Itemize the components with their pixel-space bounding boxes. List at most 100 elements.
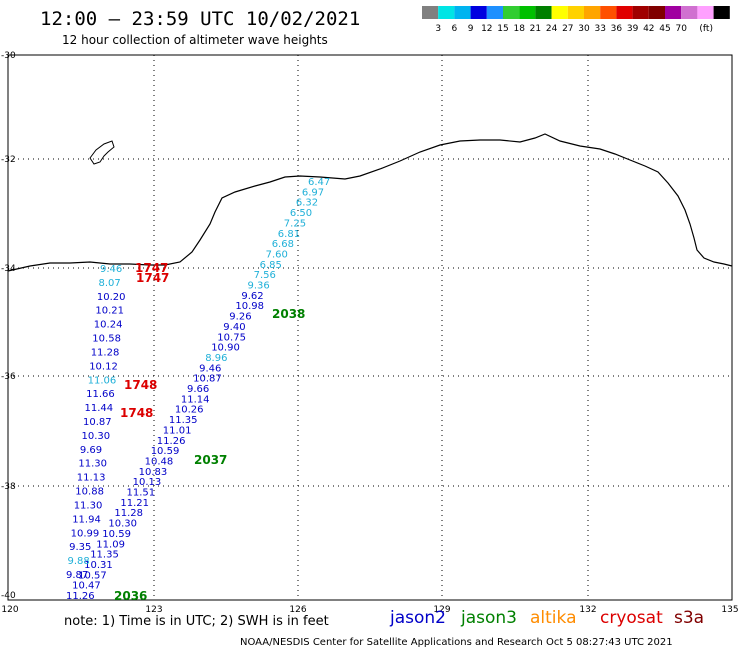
wave-height-value: 6.85 [260, 260, 282, 271]
wave-height-value: 11.09 [96, 539, 125, 550]
lat-label-32: -32 [1, 155, 16, 165]
wave-height-value: 11.13 [77, 473, 106, 484]
wave-height-value: 11.14 [181, 394, 210, 405]
coastline [7, 133, 733, 272]
wave-height-value: 11.44 [85, 403, 114, 414]
wave-height-value: 10.58 [92, 334, 121, 345]
legend-jason3: jason3 [460, 608, 517, 628]
lat-label-38: -38 [1, 482, 16, 492]
wave-height-value: 10.90 [211, 343, 240, 354]
wave-height-value: 9.66 [187, 384, 209, 395]
island-outline [89, 140, 115, 165]
units-note: note: 1) Time is in UTC; 2) SWH is in fe… [64, 614, 329, 629]
wave-height-value: 10.30 [108, 519, 137, 530]
lat-label-34: -34 [1, 264, 16, 274]
wave-height-value: 10.59 [151, 446, 180, 457]
colorbar-swatch [438, 6, 455, 19]
wave-height-value: 9.35 [69, 542, 91, 553]
wave-height-value: 11.94 [72, 514, 101, 525]
colorbar-swatch [422, 6, 439, 19]
colorbar-tick-label: 42 [643, 24, 654, 34]
colorbar-tick-label: 30 [578, 24, 590, 34]
map-frame [7, 54, 733, 601]
wave-height-value: 8.96 [205, 353, 227, 364]
wave-height-value: 11.51 [127, 488, 156, 499]
lon-label-126: 126 [289, 605, 306, 615]
time-label: 2038 [272, 307, 305, 321]
wave-height-value: 10.21 [95, 306, 124, 317]
colorbar-swatch [503, 6, 520, 19]
lat-label-40: -40 [1, 591, 16, 601]
colorbar-ticks: 3 6 9 12 15 18 21 24 27 30 33 36 39 42 45 70 (ft) [435, 24, 713, 34]
colorbar-tick-label: 3 [435, 24, 441, 34]
wave-height-value: 11.35 [90, 550, 119, 561]
footer-credit: NOAA/NESDIS Center for Satellite Applica… [240, 637, 673, 648]
wave-height-value: 9.46 [100, 264, 122, 275]
wave-height-value: 11.21 [120, 498, 149, 509]
wave-height-value: 10.98 [235, 301, 264, 312]
wave-height-value: 7.25 [284, 218, 306, 229]
time-label: 1747 [135, 261, 168, 275]
wave-height-value: 10.88 [75, 487, 104, 498]
wave-height-value: 9.26 [229, 312, 251, 323]
wave-height-value: 10.83 [139, 467, 168, 478]
lon-label-120: 120 [1, 605, 18, 615]
lon-label-132: 132 [579, 605, 596, 615]
time-label: 2036 [114, 589, 147, 603]
wave-height-value: 10.47 [72, 581, 101, 592]
wave-height-value: 6.68 [272, 239, 294, 250]
colorbar-tick-label: 24 [546, 24, 558, 34]
time-label: 1747 [136, 271, 169, 285]
colorbar-swatch [713, 6, 730, 19]
wave-height-value: 9.87 [66, 570, 88, 581]
colorbar-swatch [648, 6, 665, 19]
wave-height-value: 11.28 [114, 508, 143, 519]
wave-height-value: 9.88 [68, 556, 90, 567]
colorbar-tick-label: 45 [659, 24, 670, 34]
wave-height-value: 9.69 [80, 445, 102, 456]
wave-height-value: 10.20 [97, 292, 126, 303]
colorbar-swatch [470, 6, 487, 19]
lon-label-129: 129 [433, 605, 450, 615]
latitude-labels: -30 -32 -34 -36 -38 -40 [1, 51, 16, 601]
wave-height-value: 7.56 [254, 270, 276, 281]
legend-s3a: s3a [674, 608, 704, 628]
wave-height-value: 10.12 [89, 361, 118, 372]
colorbar-tick-label: 9 [468, 24, 474, 34]
colorbar-tick-label: 21 [530, 24, 541, 34]
wave-height-value: 6.81 [278, 229, 300, 240]
wave-height-value: 11.30 [78, 459, 107, 470]
wave-height-value: 10.31 [84, 560, 113, 571]
wave-height-value: 10.30 [82, 431, 111, 442]
colorbar-swatch [519, 6, 536, 19]
map-title: 12:00 – 23:59 UTC 10/02/2021 [40, 8, 360, 30]
colorbar-swatch [600, 6, 617, 19]
wave-height-value: 11.30 [74, 501, 103, 512]
colorbar-tick-label: 33 [594, 24, 605, 34]
wave-height-value: 6.97 [302, 187, 324, 198]
time-label: 2037 [194, 453, 227, 467]
wave-height-value: 11.26 [157, 436, 186, 447]
colorbar-swatch [551, 6, 568, 19]
time-label: 1748 [124, 378, 157, 392]
wave-height-value: 10.26 [175, 405, 204, 416]
wave-height-value: 11.66 [86, 389, 115, 400]
wave-height-value: 10.57 [78, 570, 107, 581]
colorbar-swatch [486, 6, 503, 19]
wave-height-value: 11.35 [169, 415, 198, 426]
colorbar-tick-label: 36 [611, 24, 623, 34]
colorbar-tick-label: 70 [675, 24, 687, 34]
colorbar-tick-label: 27 [562, 24, 573, 34]
lat-label-36: -36 [1, 372, 16, 382]
time-labels: 1747 1747 1748 1748 2038 2037 2036 [114, 261, 305, 603]
grid-lines [8, 55, 732, 600]
diagonal-track: 6.476.976.326.507.256.816.687.606.857.56… [66, 177, 330, 602]
colorbar-swatch [454, 6, 471, 19]
wave-height-value: 7.60 [266, 249, 288, 260]
wave-height-value: 10.13 [133, 477, 162, 488]
legend-altika: altika [530, 608, 577, 628]
colorbar-swatch [681, 6, 698, 19]
wave-height-value: 11.26 [66, 591, 95, 602]
wave-height-value: 6.47 [308, 177, 330, 188]
